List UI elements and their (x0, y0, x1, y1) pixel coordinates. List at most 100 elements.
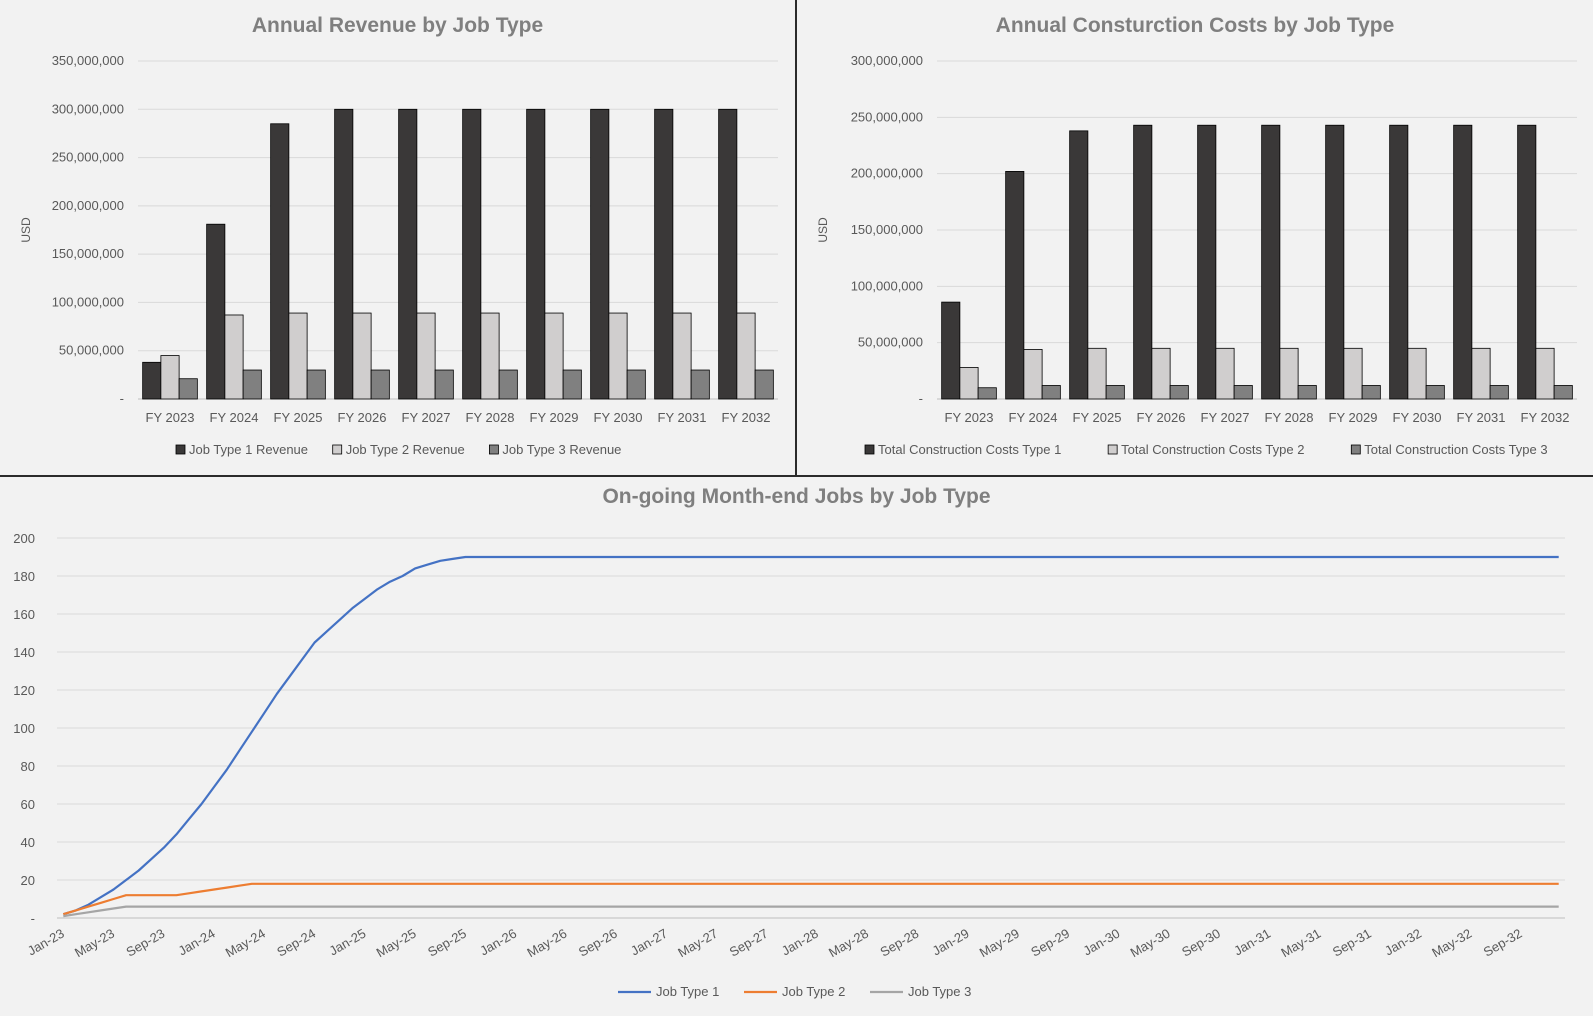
x-tick-label: FY 2023 (945, 410, 994, 425)
y-tick-label: 350,000,000 (52, 53, 124, 68)
y-tick-label: 80 (21, 759, 35, 774)
x-tick-label: Sep-23 (124, 926, 168, 960)
bar (462, 108, 482, 400)
x-tick-label: Sep-31 (1330, 926, 1374, 960)
x-tick-label: FY 2031 (1457, 410, 1506, 425)
y-tick-label: - (31, 911, 35, 926)
jobs-chart-title: On-going Month-end Jobs by Job Type (602, 485, 991, 508)
bar (370, 369, 390, 400)
revenue-chart-title: Annual Revenue by Job Type (251, 14, 544, 37)
x-tick-label: FY 2029 (530, 410, 579, 425)
bar (416, 312, 436, 400)
x-tick-label: May-29 (977, 926, 1022, 961)
x-tick-label: May-32 (1429, 926, 1474, 961)
y-tick-label: 150,000,000 (52, 246, 124, 261)
x-tick-label: FY 2031 (658, 410, 707, 425)
x-tick-label: May-27 (675, 926, 720, 961)
y-tick-label: 40 (21, 835, 35, 850)
bar (1261, 124, 1281, 400)
x-tick-label: Sep-32 (1481, 926, 1525, 960)
x-tick-label: FY 2032 (1521, 410, 1570, 425)
legend-label: Job Type 2 Revenue (346, 442, 465, 457)
y-tick-label: 100,000,000 (52, 294, 124, 309)
x-tick-label: Jan-30 (1080, 926, 1122, 959)
x-tick-label: FY 2024 (1009, 410, 1058, 425)
legend-label: Job Type 3 (908, 984, 971, 999)
bar (1553, 385, 1573, 400)
bar (1279, 347, 1299, 400)
x-tick-label: FY 2028 (1265, 410, 1314, 425)
bar (1453, 124, 1473, 400)
bar (352, 312, 372, 400)
bar (718, 108, 738, 400)
legend-label: Job Type 2 (782, 984, 845, 999)
x-tick-label: Jan-24 (176, 926, 218, 959)
bar (498, 369, 518, 400)
bar (690, 369, 710, 400)
y-tick-label: 250,000,000 (851, 109, 923, 124)
series-line (63, 905, 1559, 918)
x-tick-label: May-26 (524, 926, 569, 961)
x-tick-label: Jan-26 (477, 926, 519, 959)
legend-swatch (175, 444, 186, 455)
y-tick-label: 300,000,000 (52, 101, 124, 116)
bar (242, 369, 262, 400)
x-tick-label: Jan-27 (628, 926, 670, 959)
x-tick-label: FY 2027 (402, 410, 451, 425)
bar (334, 108, 354, 400)
y-tick-label: 50,000,000 (59, 343, 124, 358)
y-tick-label: - (120, 391, 124, 406)
x-tick-label: Jan-23 (25, 926, 67, 959)
y-tick-label: - (919, 391, 923, 406)
bar (754, 369, 774, 400)
jobs-chart-panel: On-going Month-end Jobs by Job Type - 20 4… (0, 477, 1593, 1016)
x-tick-label: FY 2030 (594, 410, 643, 425)
revenue-chart-panel: Annual Revenue by Job Type - 50,000,000 10… (0, 0, 797, 477)
legend-label: Total Construction Costs Type 3 (1364, 442, 1547, 457)
x-tick-label: Sep-28 (878, 926, 922, 960)
bar (1325, 124, 1345, 400)
series-line (62, 882, 1559, 916)
bar (526, 108, 546, 400)
bar (1197, 124, 1217, 400)
y-tick-label: 100,000,000 (851, 278, 923, 293)
x-tick-label: Sep-29 (1028, 926, 1072, 960)
x-tick-label: FY 2030 (1393, 410, 1442, 425)
bar (1425, 385, 1445, 400)
bar (480, 312, 500, 400)
bar (1169, 385, 1189, 400)
bar (1489, 385, 1509, 400)
bar (977, 387, 997, 400)
bar (608, 312, 628, 400)
x-tick-label: Jan-32 (1382, 926, 1424, 959)
bar (160, 355, 180, 400)
x-tick-label: May-24 (223, 926, 268, 961)
x-tick-label: Jan-29 (930, 926, 972, 959)
y-tick-label: 120 (13, 683, 35, 698)
y-tick-label: 20 (21, 873, 35, 888)
bar (1517, 124, 1537, 400)
bar (1023, 349, 1043, 400)
y-tick-label: 160 (13, 607, 35, 622)
bar (654, 108, 674, 400)
bar (178, 378, 198, 400)
legend-label: Total Construction Costs Type 2 (1121, 442, 1304, 457)
bar (1471, 347, 1491, 400)
bar (1005, 171, 1025, 400)
y-tick-label: 200 (13, 531, 35, 546)
x-tick-label: Sep-30 (1179, 926, 1223, 960)
costs-chart-title: Annual Consturction Costs by Job Type (995, 14, 1395, 37)
bar (959, 367, 979, 400)
bar (1407, 347, 1427, 400)
x-tick-label: FY 2024 (210, 410, 259, 425)
bar (1297, 385, 1317, 400)
legend-label: Job Type 1 (656, 984, 719, 999)
legend-swatch (1107, 444, 1118, 455)
x-tick-label: Jan-25 (326, 926, 368, 959)
bar (1343, 347, 1363, 400)
y-tick-label: 180 (13, 569, 35, 584)
legend-label: Total Construction Costs Type 1 (878, 442, 1061, 457)
x-tick-label: May-23 (72, 926, 117, 961)
bar (1105, 385, 1125, 400)
